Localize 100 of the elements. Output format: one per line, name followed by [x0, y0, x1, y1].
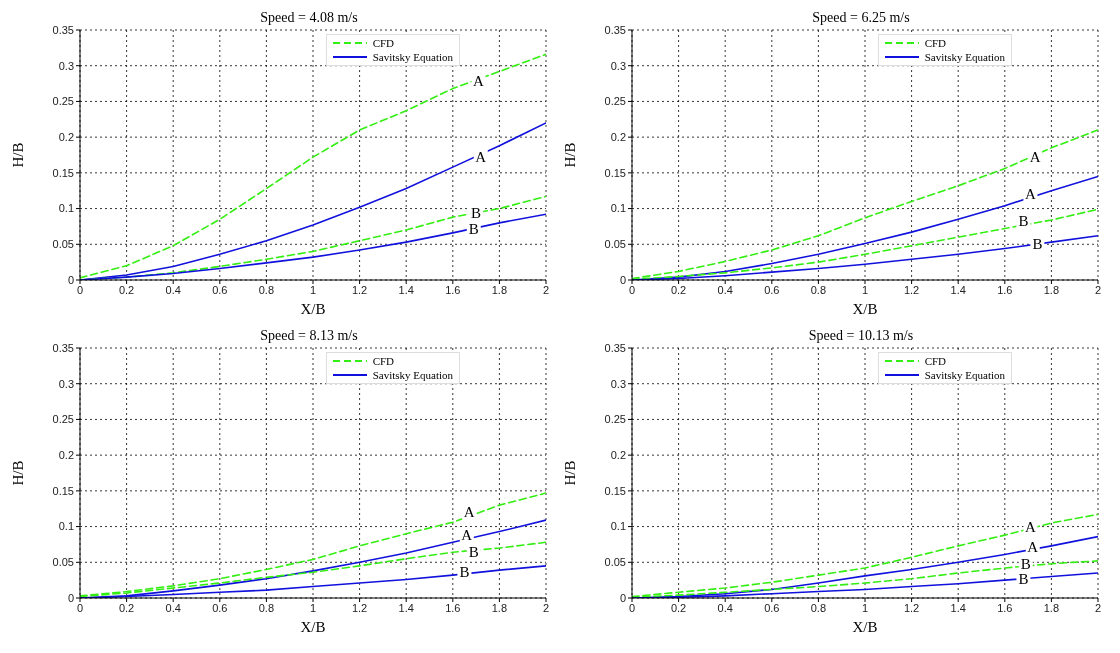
- x-tick-label: 1: [861, 283, 869, 296]
- chart-title: Speed = 6.25 m/s: [812, 10, 910, 25]
- y-tick-label: 0.3: [610, 377, 626, 390]
- y-tick-label: 0: [67, 273, 74, 286]
- y-tick-label: 0.15: [604, 484, 626, 497]
- y-tick-label: 0.1: [58, 520, 74, 533]
- x-tick-label: 1: [861, 601, 869, 614]
- x-tick-label: 2: [1094, 601, 1102, 614]
- x-axis-title: X/B: [852, 619, 878, 635]
- x-tick-label: 1.6: [445, 283, 461, 296]
- x-tick-label: 0: [76, 283, 84, 296]
- y-tick-label: 0.05: [52, 238, 74, 251]
- x-tick-label: 1.2: [351, 601, 368, 614]
- x-tick-label: 1.4: [950, 601, 966, 614]
- y-tick-label: 0.1: [610, 520, 626, 533]
- x-tick-label: 0.6: [212, 283, 228, 296]
- y-tick-label: 0: [619, 591, 626, 604]
- x-tick-label: 0.8: [810, 601, 827, 614]
- x-tick-label: 1.4: [398, 283, 414, 296]
- legend-label: Savitsky Equation: [924, 368, 1005, 382]
- y-axis-title: H/B: [562, 142, 579, 168]
- x-tick-label: 0.6: [764, 283, 780, 296]
- y-tick-label: 0.05: [604, 238, 626, 251]
- y-tick-label: 0.3: [58, 377, 74, 390]
- y-tick-label: 0.15: [52, 166, 74, 179]
- legend-label: Savitsky Equation: [372, 368, 453, 382]
- y-tick-label: 0.2: [58, 449, 74, 462]
- annotation: B: [471, 204, 482, 221]
- y-tick-label: 0.15: [52, 484, 74, 497]
- y-tick-label: 0.1: [58, 202, 74, 215]
- annotation: A: [1029, 149, 1041, 166]
- legend-label: Savitsky Equation: [924, 50, 1005, 64]
- x-tick-label: 2: [542, 601, 550, 614]
- y-tick-label: 0.35: [52, 23, 74, 36]
- x-tick-label: 2: [542, 283, 550, 296]
- x-tick-label: 1.6: [997, 601, 1013, 614]
- x-tick-label: 0: [628, 283, 636, 296]
- annotation: A: [475, 149, 487, 166]
- annotation: B: [1018, 213, 1029, 230]
- y-tick-label: 0.25: [604, 413, 626, 426]
- annotation: A: [473, 73, 485, 90]
- x-tick-label: 1.6: [445, 601, 461, 614]
- x-tick-label: 2: [1094, 283, 1102, 296]
- x-tick-label: 0.6: [212, 601, 228, 614]
- chart-title: Speed = 4.08 m/s: [260, 10, 358, 25]
- y-tick-label: 0: [619, 273, 626, 286]
- x-tick-label: 1.4: [398, 601, 414, 614]
- annotation: A: [1025, 186, 1037, 203]
- x-tick-label: 0.8: [258, 601, 275, 614]
- x-tick-label: 0.4: [717, 601, 733, 614]
- x-axis-title: X/B: [300, 301, 326, 317]
- y-axis-title: H/B: [10, 142, 27, 168]
- y-tick-label: 0.25: [604, 95, 626, 108]
- x-axis-title: X/B: [852, 301, 878, 317]
- x-tick-label: 1.8: [1043, 283, 1060, 296]
- annotation: B: [459, 564, 470, 581]
- legend-label: CFD: [372, 36, 395, 50]
- x-tick-label: 0.2: [670, 283, 687, 296]
- x-tick-label: 1.8: [491, 283, 508, 296]
- annotation: B: [1032, 235, 1043, 252]
- x-tick-label: 0: [628, 601, 636, 614]
- legend-label: CFD: [924, 36, 947, 50]
- x-tick-label: 1.2: [903, 601, 920, 614]
- legend-label: Savitsky Equation: [372, 50, 453, 64]
- x-tick-label: 1.8: [491, 601, 508, 614]
- chart-title: Speed = 8.13 m/s: [260, 328, 358, 343]
- x-tick-label: 1.6: [997, 283, 1013, 296]
- y-tick-label: 0.25: [52, 95, 74, 108]
- x-tick-label: 0.2: [670, 601, 687, 614]
- legend-label: CFD: [924, 354, 947, 368]
- y-tick-label: 0.35: [604, 23, 626, 36]
- y-tick-label: 0: [67, 591, 74, 604]
- y-tick-label: 0.25: [52, 413, 74, 426]
- y-tick-label: 0.35: [52, 341, 74, 354]
- x-tick-label: 0.4: [717, 283, 733, 296]
- x-tick-label: 0.2: [118, 601, 135, 614]
- annotation: B: [468, 220, 479, 237]
- x-tick-label: 1.2: [903, 283, 920, 296]
- x-tick-label: 0.6: [764, 601, 780, 614]
- annotation: B: [1018, 571, 1029, 588]
- x-tick-label: 0.4: [165, 601, 181, 614]
- x-tick-label: 1: [309, 283, 317, 296]
- x-axis-title: X/B: [300, 619, 326, 635]
- y-tick-label: 0.05: [52, 556, 74, 569]
- y-tick-label: 0.35: [604, 341, 626, 354]
- x-tick-label: 1: [309, 601, 317, 614]
- annotation: A: [463, 504, 475, 521]
- x-tick-label: 1.2: [351, 283, 368, 296]
- annotation: A: [1025, 518, 1037, 535]
- y-tick-label: 0.15: [604, 166, 626, 179]
- x-tick-label: 1.4: [950, 283, 966, 296]
- y-tick-label: 0.2: [58, 131, 74, 144]
- legend-label: CFD: [372, 354, 395, 368]
- annotation: B: [1020, 556, 1031, 573]
- y-tick-label: 0.1: [610, 202, 626, 215]
- chart-title: Speed = 10.13 m/s: [808, 328, 914, 343]
- annotation: A: [1027, 538, 1039, 555]
- y-axis-title: H/B: [562, 460, 579, 486]
- y-tick-label: 0.05: [604, 556, 626, 569]
- annotation: A: [461, 527, 473, 544]
